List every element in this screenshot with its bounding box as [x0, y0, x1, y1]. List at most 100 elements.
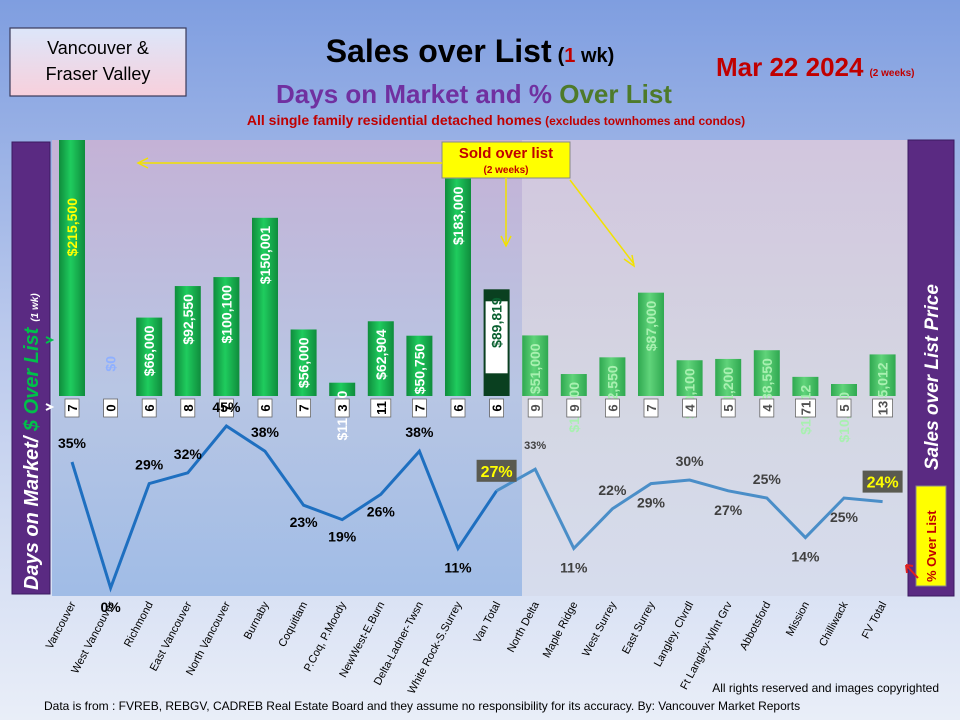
pct-label-ft-langley-wlnt-grv: 27%	[714, 502, 743, 518]
right-axis-label: Sales over List Price	[922, 284, 943, 470]
subtitle-part2: Over List	[559, 79, 672, 109]
left-arrow-green-icon	[45, 336, 55, 344]
days-on-market-layer: 7 0 6 8 7 6 7 3 11 7 6 6 9 9 6 7 4 5 4 71 5 13	[64, 398, 893, 418]
dom-label-north-delta: 9	[528, 404, 543, 411]
pct-label-chilliwack: 25%	[830, 509, 859, 525]
dom-label-east-surrey: 7	[644, 404, 659, 411]
bar-abbotsford	[753, 350, 780, 396]
amount-label-richmond: $66,000	[141, 325, 157, 376]
pct-label-coquitlam: 23%	[290, 514, 319, 530]
pct-label-maple-ridge: 11%	[560, 559, 588, 575]
dom-label-maple-ridge: 9	[567, 404, 582, 411]
bar-coquitlam	[290, 329, 317, 396]
pct-label-delta-ladner-twsn: 38%	[405, 424, 434, 440]
pct-label-newwest-e-burn: 26%	[367, 503, 396, 519]
date-text: Mar 22 2024	[716, 52, 864, 82]
dom-box-north-vancouver	[218, 398, 234, 418]
pct-label-white-rock-s-surrey: 11%	[444, 559, 472, 575]
bar-newwest-e-burn	[367, 321, 394, 396]
dom-label-abbotsford: 4	[760, 404, 775, 412]
note-paren: (excludes townhomes and condos)	[542, 114, 745, 128]
amount-label-north-vancouver: $100,100	[218, 285, 234, 344]
title-main: Sales over List	[326, 33, 552, 69]
region-line1: Vancouver &	[47, 38, 149, 58]
dom-box-west-vancouver	[103, 398, 118, 418]
dom-label-white-rock-s-surrey: 6	[451, 404, 466, 411]
dom-box-newwest-e-burn	[370, 398, 392, 418]
pct-box-van-total	[476, 459, 517, 482]
bar-fv-total	[869, 354, 896, 396]
pct-label-mission: 14%	[791, 549, 820, 565]
dom-label-burnaby: 6	[258, 404, 273, 411]
pct-label-langley-clvrdl: 30%	[676, 453, 705, 469]
dom-box-east-vancouver	[180, 398, 196, 418]
dom-box-west-surrey	[605, 398, 620, 418]
bar-north-delta	[522, 335, 549, 396]
title-paren-open: (	[558, 45, 565, 67]
pct-label-west-surrey: 22%	[598, 482, 627, 498]
bar-burnaby	[252, 217, 278, 396]
dom-box-langley-clvrdl	[682, 398, 697, 418]
report-date: Mar 22 2024 (2 weeks)	[716, 52, 914, 82]
bar-maple-ridge	[560, 374, 587, 396]
pct-label-abbotsford: 25%	[753, 471, 782, 487]
pct-line-vancouver	[70, 424, 498, 593]
dom-box-ft-langley-wlnt-grv	[720, 398, 736, 418]
total-label-box	[485, 301, 508, 374]
bars-layer: $215,500 $0 $66,000 $92,550 $100,100 $150,001…	[59, 140, 896, 443]
amount-label-coquitlam: $56,000	[296, 337, 312, 388]
dom-box-richmond	[141, 398, 157, 418]
amount-label-west-vancouver: $0	[103, 356, 119, 372]
amount-label-newwest-e-burn: $62,904	[373, 329, 389, 380]
dom-box-burnaby	[257, 398, 273, 418]
pct-label-burnaby: 38%	[251, 424, 280, 440]
bar-p-coq-p-moody	[329, 382, 356, 396]
bar-north-vancouver	[213, 277, 240, 396]
amount-label-burnaby: $150,001	[257, 226, 273, 285]
pct-label-vancouver: 35%	[58, 435, 87, 451]
title-paren-num: 1	[564, 45, 575, 67]
bar-langley-clvrdl	[676, 360, 703, 396]
bar-vancouver	[59, 140, 85, 396]
dom-box-abbotsford	[759, 398, 775, 418]
dom-label-langley-clvrdl: 4	[683, 404, 698, 412]
chart-title: Sales over List (1 wk)	[326, 33, 615, 69]
bar-west-surrey	[599, 357, 626, 396]
dom-label-chilliwack: 5	[837, 404, 852, 411]
bar-mission	[792, 376, 819, 396]
dom-label-vancouver: 7	[65, 404, 80, 411]
dom-label-newwest-e-burn: 11	[374, 401, 389, 415]
dom-box-fv-total	[872, 398, 893, 418]
dom-box-p-coq-p-moody	[334, 398, 350, 418]
dom-label-west-surrey: 6	[605, 404, 620, 411]
amount-label-van-total: $89,819	[489, 297, 505, 348]
amount-label-north-delta: $51,000	[527, 343, 543, 394]
region-line2: Fraser Valley	[46, 64, 151, 84]
copyright-text: All rights reserved and images copyright…	[712, 681, 939, 695]
dom-label-van-total: 6	[490, 404, 505, 411]
dom-box-delta-ladner-twsn	[411, 398, 427, 418]
left-arrow-white-icon	[45, 403, 55, 411]
bar-delta-ladner-twsn	[406, 335, 433, 396]
bar-east-surrey	[638, 292, 664, 396]
dom-box-maple-ridge	[566, 398, 582, 418]
dom-label-east-vancouver: 8	[181, 404, 196, 411]
chart-subtitle: Days on Market and % Over List	[276, 79, 672, 109]
bar-ft-langley-wlnt-grv	[715, 358, 742, 396]
chart-note: All single family residential detached h…	[247, 112, 745, 128]
pct-label-west-vancouver: 0%	[100, 599, 121, 615]
bar-chilliwack	[831, 384, 857, 396]
subtitle-part1: Days on Market and %	[276, 79, 559, 109]
dom-label-west-vancouver: 0	[104, 404, 119, 411]
dom-label-p-coq-p-moody: 3	[335, 404, 350, 411]
bar-east-vancouver	[174, 286, 201, 396]
dom-label-ft-langley-wlnt-grv: 5	[721, 404, 736, 411]
source-text: Data is from : FVREB, REBGV, CADREB Real…	[44, 699, 800, 713]
left-label-part2: $ Over List	[21, 326, 43, 432]
dom-label-delta-ladner-twsn: 7	[412, 404, 427, 411]
amount-label-east-vancouver: $92,550	[180, 294, 196, 345]
pct-label-north-delta: 33%	[524, 440, 546, 452]
dom-box-chilliwack	[836, 398, 852, 418]
date-note: (2 weeks)	[869, 68, 914, 79]
pct-label-richmond: 29%	[135, 457, 164, 473]
